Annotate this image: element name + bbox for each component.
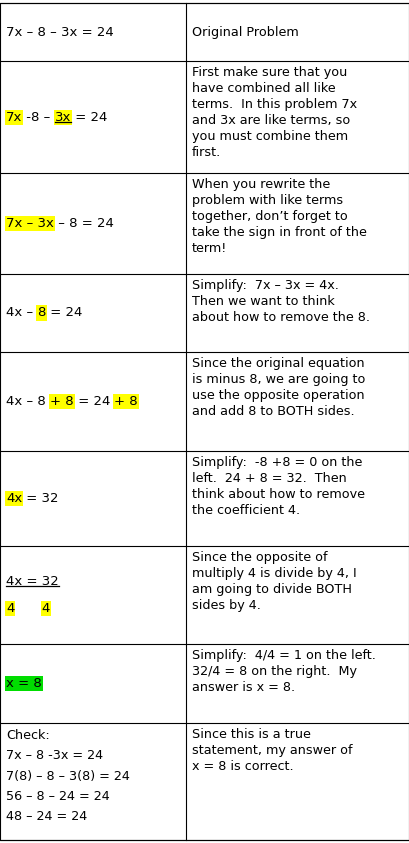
Text: = 24: = 24: [46, 307, 82, 319]
Bar: [186, 274, 409, 352]
Text: 4x – 8: 4x – 8: [6, 395, 50, 408]
Text: + 8: + 8: [114, 395, 138, 408]
Bar: [0, 173, 186, 274]
Text: Check:: Check:: [6, 729, 50, 742]
Text: Original Problem: Original Problem: [192, 25, 299, 39]
Text: 4x: 4x: [6, 491, 22, 505]
Bar: [0, 3, 186, 62]
Text: Since this is a true
statement, my answer of
x = 8 is correct.: Since this is a true statement, my answe…: [192, 728, 353, 772]
Bar: [0, 644, 186, 722]
Text: 7x: 7x: [6, 110, 22, 124]
Text: 4: 4: [6, 602, 14, 615]
Text: 7(8) – 8 – 3(8) = 24: 7(8) – 8 – 3(8) = 24: [6, 770, 130, 782]
Text: – 8 = 24: – 8 = 24: [54, 217, 114, 230]
Text: 8: 8: [37, 307, 46, 319]
Bar: [0, 274, 186, 352]
Bar: [186, 451, 409, 545]
Text: Since the original equation
is minus 8, we are going to
use the opposite operati: Since the original equation is minus 8, …: [192, 357, 366, 418]
Bar: [0, 352, 186, 451]
Text: When you rewrite the
problem with like terms
together, don’t forget to
take the : When you rewrite the problem with like t…: [192, 178, 367, 255]
Text: Since the opposite of
multiply 4 is divide by 4, I
am going to divide BOTH
sides: Since the opposite of multiply 4 is divi…: [192, 550, 357, 612]
Text: 7x – 8 -3x = 24: 7x – 8 -3x = 24: [6, 749, 103, 762]
Bar: [186, 722, 409, 840]
Bar: [0, 451, 186, 545]
Text: 48 – 24 = 24: 48 – 24 = 24: [6, 810, 87, 824]
Text: Simplify:  7x – 3x = 4x.
Then we want to think
about how to remove the 8.: Simplify: 7x – 3x = 4x. Then we want to …: [192, 279, 370, 324]
Bar: [186, 352, 409, 451]
Bar: [186, 545, 409, 644]
Text: Simplify:  -8 +8 = 0 on the
left.  24 + 8 = 32.  Then
think about how to remove
: Simplify: -8 +8 = 0 on the left. 24 + 8 …: [192, 455, 365, 517]
Text: First make sure that you
have combined all like
terms.  In this problem 7x
and 3: First make sure that you have combined a…: [192, 67, 357, 159]
Text: 4: 4: [42, 602, 50, 615]
Bar: [186, 62, 409, 173]
Text: 7x – 8 – 3x = 24: 7x – 8 – 3x = 24: [6, 25, 114, 39]
Bar: [186, 644, 409, 722]
Text: 56 – 8 – 24 = 24: 56 – 8 – 24 = 24: [6, 790, 110, 803]
Text: = 24: = 24: [74, 395, 114, 408]
Bar: [0, 722, 186, 840]
Text: = 32: = 32: [22, 491, 59, 505]
Text: x = 8: x = 8: [6, 677, 42, 690]
Text: 4x = 32: 4x = 32: [6, 575, 59, 588]
Bar: [186, 173, 409, 274]
Text: 4x –: 4x –: [6, 307, 37, 319]
Text: 3x: 3x: [55, 110, 71, 124]
Bar: [0, 62, 186, 173]
Text: Simplify:  4/4 = 1 on the left.
32/4 = 8 on the right.  My
answer is x = 8.: Simplify: 4/4 = 1 on the left. 32/4 = 8 …: [192, 649, 376, 694]
Text: = 24: = 24: [71, 110, 108, 124]
Text: -8 –: -8 –: [22, 110, 55, 124]
Bar: [186, 3, 409, 62]
Text: 7x – 3x: 7x – 3x: [6, 217, 54, 230]
Text: + 8: + 8: [50, 395, 74, 408]
Bar: [0, 545, 186, 644]
